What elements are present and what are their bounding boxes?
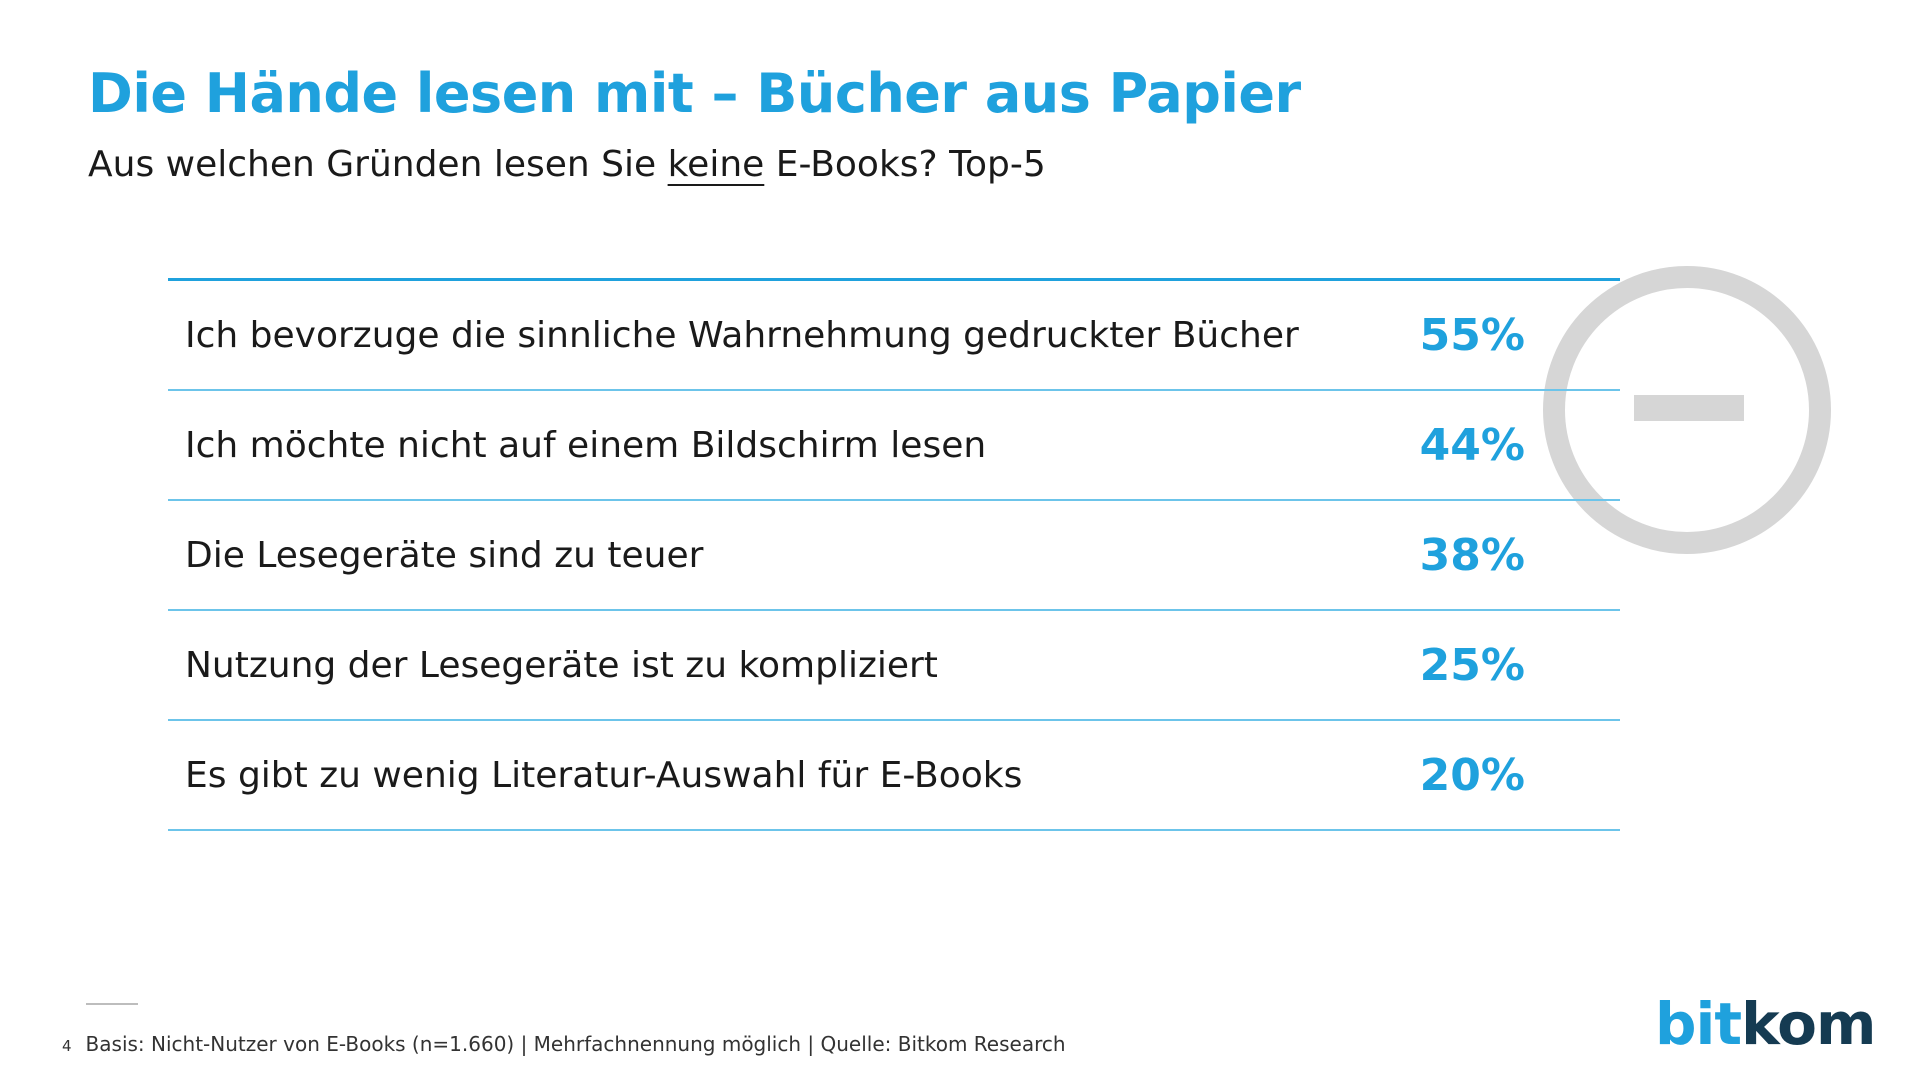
subtitle-keyword: keine — [667, 144, 765, 185]
row-value: 55% — [1419, 309, 1525, 361]
row-label: Ich möchte nicht auf einem Bildschirm le… — [185, 424, 987, 466]
table-row: Nutzung der Lesegeräte ist zu komplizier… — [168, 611, 1620, 721]
logo-part-kom: kom — [1741, 990, 1876, 1058]
row-label: Ich bevorzuge die sinnliche Wahrnehmung … — [185, 314, 1299, 356]
row-label: Die Lesegeräte sind zu teuer — [185, 534, 704, 576]
table-row: Es gibt zu wenig Literatur-Auswahl für E… — [168, 721, 1620, 831]
minus-circle-icon — [1543, 266, 1831, 554]
row-value: 44% — [1419, 419, 1525, 471]
page-number: 4 — [62, 1037, 72, 1055]
minus-bar — [1634, 395, 1744, 421]
minus-circle-ring — [1543, 266, 1831, 554]
footer-note: Basis: Nicht-Nutzer von E-Books (n=1.660… — [85, 1032, 1066, 1056]
row-value: 20% — [1419, 749, 1525, 801]
table-row: Ich möchte nicht auf einem Bildschirm le… — [168, 391, 1620, 501]
subtitle-text: Aus welchen Gründen lesen Sie — [88, 144, 668, 185]
row-label: Nutzung der Lesegeräte ist zu komplizier… — [185, 644, 938, 686]
footer: 4 Basis: Nicht-Nutzer von E-Books (n=1.66… — [62, 1032, 1066, 1056]
page-title: Die Hände lesen mit – Bücher aus Papier — [88, 62, 1301, 125]
page-subtitle: Aus welchen Gründen lesen Sie keine E-Bo… — [88, 144, 1046, 185]
row-value: 25% — [1419, 639, 1525, 691]
row-value: 38% — [1419, 529, 1525, 581]
subtitle-text-end: E-Books? Top-5 — [764, 144, 1046, 185]
results-table: Ich bevorzuge die sinnliche Wahrnehmung … — [168, 278, 1620, 831]
bitkom-logo: bitkom — [1655, 990, 1876, 1058]
table-row: Die Lesegeräte sind zu teuer 38% — [168, 501, 1620, 611]
table-row: Ich bevorzuge die sinnliche Wahrnehmung … — [168, 281, 1620, 391]
footer-divider — [86, 1003, 138, 1005]
logo-part-bit: bit — [1655, 990, 1742, 1058]
row-label: Es gibt zu wenig Literatur-Auswahl für E… — [185, 754, 1023, 796]
